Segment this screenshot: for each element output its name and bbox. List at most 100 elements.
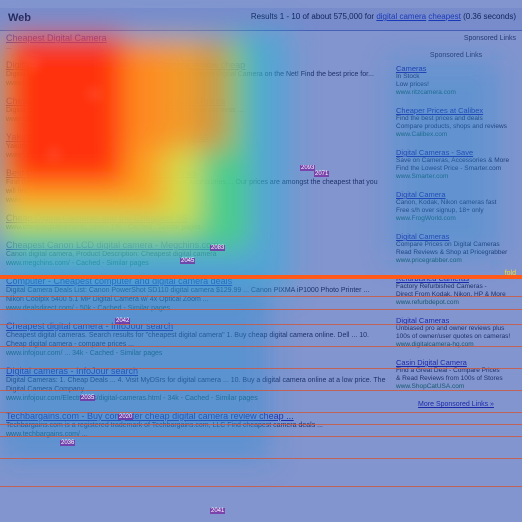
row-guide [0,368,522,369]
sponsored-label: Sponsored Links [429,52,483,59]
result-url: www.bestdeals.com/ - 25k - Cached - Simi… [6,197,167,204]
results-stats: Results 1 - 10 of about 575,000 for digi… [251,12,516,21]
result-title[interactable]: Cheapest Digital Camera [6,33,107,43]
ad-line: Find the best prices and deals [396,115,483,122]
result-snippet: Yakumo digital camera cheapest yakumo di… [6,143,187,150]
result-snippet: Digital Camera Deals List: Canon PowerSh… [6,287,370,303]
result-title[interactable]: Cheapest Canon LCD digital camera - Megc… [6,240,219,250]
ad-title[interactable]: Digital Cameras [396,232,450,241]
ad-item: Casin Digital Camera Find a Great Deal - … [396,359,516,391]
row-guide [0,436,522,437]
ad-line: Compare Prices on Digital Cameras [396,241,500,248]
result-item: Cheap Digital Cameras and the Cheapest S… [6,214,386,232]
row-guide [0,324,522,325]
gaze-mark: 2045 [180,258,196,264]
row-guide [0,412,522,413]
gaze-mark: 2036 [60,440,76,446]
result-item: Digital cameras - InfoJour search Digital… [6,367,386,403]
ad-title[interactable]: Cheaper Prices at Calibex [396,106,484,115]
row-guide [0,296,522,297]
sponsored-links: Sponsored Links Cameras In Stock Low price… [396,52,516,408]
ad-url: www.FrogWorld.com [396,215,456,222]
ad-title[interactable]: Casin Digital Camera [396,358,467,367]
results-prefix: Results 1 - 10 of about 575,000 for [250,12,375,21]
query-link-2[interactable]: cheapest [428,12,461,21]
organic-results: Cheapest Digital Camera... Digital Camer… [6,34,386,448]
search-time: (0.36 seconds) [463,12,516,21]
result-url: www.infojour.com/ ... 34k - Cached - Sim… [6,350,163,357]
row-guide [0,309,522,310]
ad-line: 100s of owner/user quotes on cameras! [396,333,511,340]
ad-item: Cameras In Stock Low prices! www.ritzcamera… [396,65,516,97]
ad-url: www.digitalcamera-hq.com [396,341,474,348]
ad-item: Digital Camera Canon, Kodak, Nikon camera… [396,191,516,223]
result-snippet: Find the lowest prices on all photograph… [6,179,378,195]
more-sponsored-links[interactable]: More Sponsored Links » [418,401,494,408]
ad-url: www.pricegrabber.com [396,257,462,264]
ad-item: Digital Cameras Compare Prices on Digital… [396,233,516,265]
query-link-1[interactable]: digital camera [376,12,427,21]
gaze-mark: 2041 [210,508,226,514]
ad-line: Direct From Kodak, Nikon, HP & More [396,291,506,298]
result-snippet: Canon digital camera, Product Descriptio… [6,251,217,258]
result-item: Cheapest Canon LCD digital camera - Megc… [6,241,386,268]
ad-item: Digital Cameras Unbiased pro and owner re… [396,317,516,349]
result-url: www.techbargains.com/ ... [6,431,88,438]
result-snippet: Digital cameras on sale, cheapest digita… [6,107,244,114]
fold-line [0,275,522,279]
ad-line: Find the Lowest Price - Smarter.com [396,165,502,172]
ad-url: www.refurbdepot.com [396,299,459,306]
ad-url: www.ritzcamera.com [396,89,456,96]
result-title[interactable]: Yakumo Digital Camera "Cheapest digital … [6,132,208,142]
ad-line: Read Reviews & Shop at Pricegrabber [396,249,508,256]
ad-line: Factory Refurbished Cameras - [396,283,487,290]
ad-line: In Stock [396,73,420,80]
ad-item: Digital Cameras - Save Save on Cameras, A… [396,149,516,181]
ad-title[interactable]: Digital Camera [396,190,446,199]
ad-line: Low prices! [396,81,429,88]
result-url: www.cheapdigitalcameras.com/ - Feb 19, 2… [6,116,152,123]
gaze-mark: 2042 [115,318,131,324]
result-url: www.bizrate.com/ ... [6,80,69,87]
result-snippet: Techbargains.com is a registered tradema… [6,422,323,429]
result-title[interactable]: Techbargains.com - Buy computer cheap di… [6,411,294,421]
result-snippet: ... [6,44,12,51]
ad-line: Save on Cameras, Accessories & More [396,157,510,164]
gaze-mark: 2083 [210,245,226,251]
gaze-mark: 2093 [300,165,316,171]
result-title[interactable]: Cheap Digital Camera - Digital Cameras L… [6,96,226,106]
ad-line: Unbiased pro and owner reviews plus [396,325,505,332]
row-guide [0,458,522,459]
result-url: www.megchins.com/ - Cached - Similar pag… [6,260,149,267]
result-title[interactable]: Digital Camera Prices - Canon Digital Ca… [6,60,246,70]
ad-line: & Read Reviews from 100s of Stores [396,375,503,382]
ad-title[interactable]: Digital Cameras - Save [396,148,474,157]
result-item: Digital Camera Prices - Canon Digital Ca… [6,61,386,88]
result-item: Cheap Digital Camera - Digital Cameras L… [6,97,386,124]
ad-url: www.Smarter.com [396,173,449,180]
row-guide [0,390,522,391]
ad-item: Cheaper Prices at Calibex Find the best p… [396,107,516,139]
result-item: Yakumo Digital Camera "Cheapest digital … [6,133,386,160]
result-url: www.infojour.com/Electronics/digital-cam… [6,395,258,402]
result-item: Techbargains.com - Buy computer cheap di… [6,412,386,439]
sponsored-top-label: Sponsored Links [463,35,516,42]
result-item: Cheapest Digital Camera... [6,34,386,52]
result-item: Cheapest digital camera - InfoJour searc… [6,322,386,358]
result-snippet: Digital Cameras: 1. Cheap Deals ... 4. V… [6,377,386,393]
ad-title[interactable]: Cameras [396,64,427,73]
gaze-mark: 2035 [80,395,96,401]
result-url: www.yakumo.com/ - 34k - Feb 19, 2005 [6,152,130,159]
ad-item: Refurbished CamerasFactory Refurbished C… [396,275,516,307]
tab-web[interactable]: Web [8,12,32,24]
ad-line: Free s/h over signup, 18+ only [396,207,484,214]
row-guide [0,424,522,425]
ad-line: Compare products, shops and reviews [396,123,507,130]
fold-label: fold [504,270,516,277]
row-guide [0,486,522,487]
result-title[interactable]: Cheap Digital Cameras and the Cheapest S… [6,213,188,223]
ad-line: Canon, Kodak, Nikon cameras fast [396,199,497,206]
row-guide [0,346,522,347]
result-snippet: Digital Camera Prices - Low Nikon Digita… [6,71,374,78]
